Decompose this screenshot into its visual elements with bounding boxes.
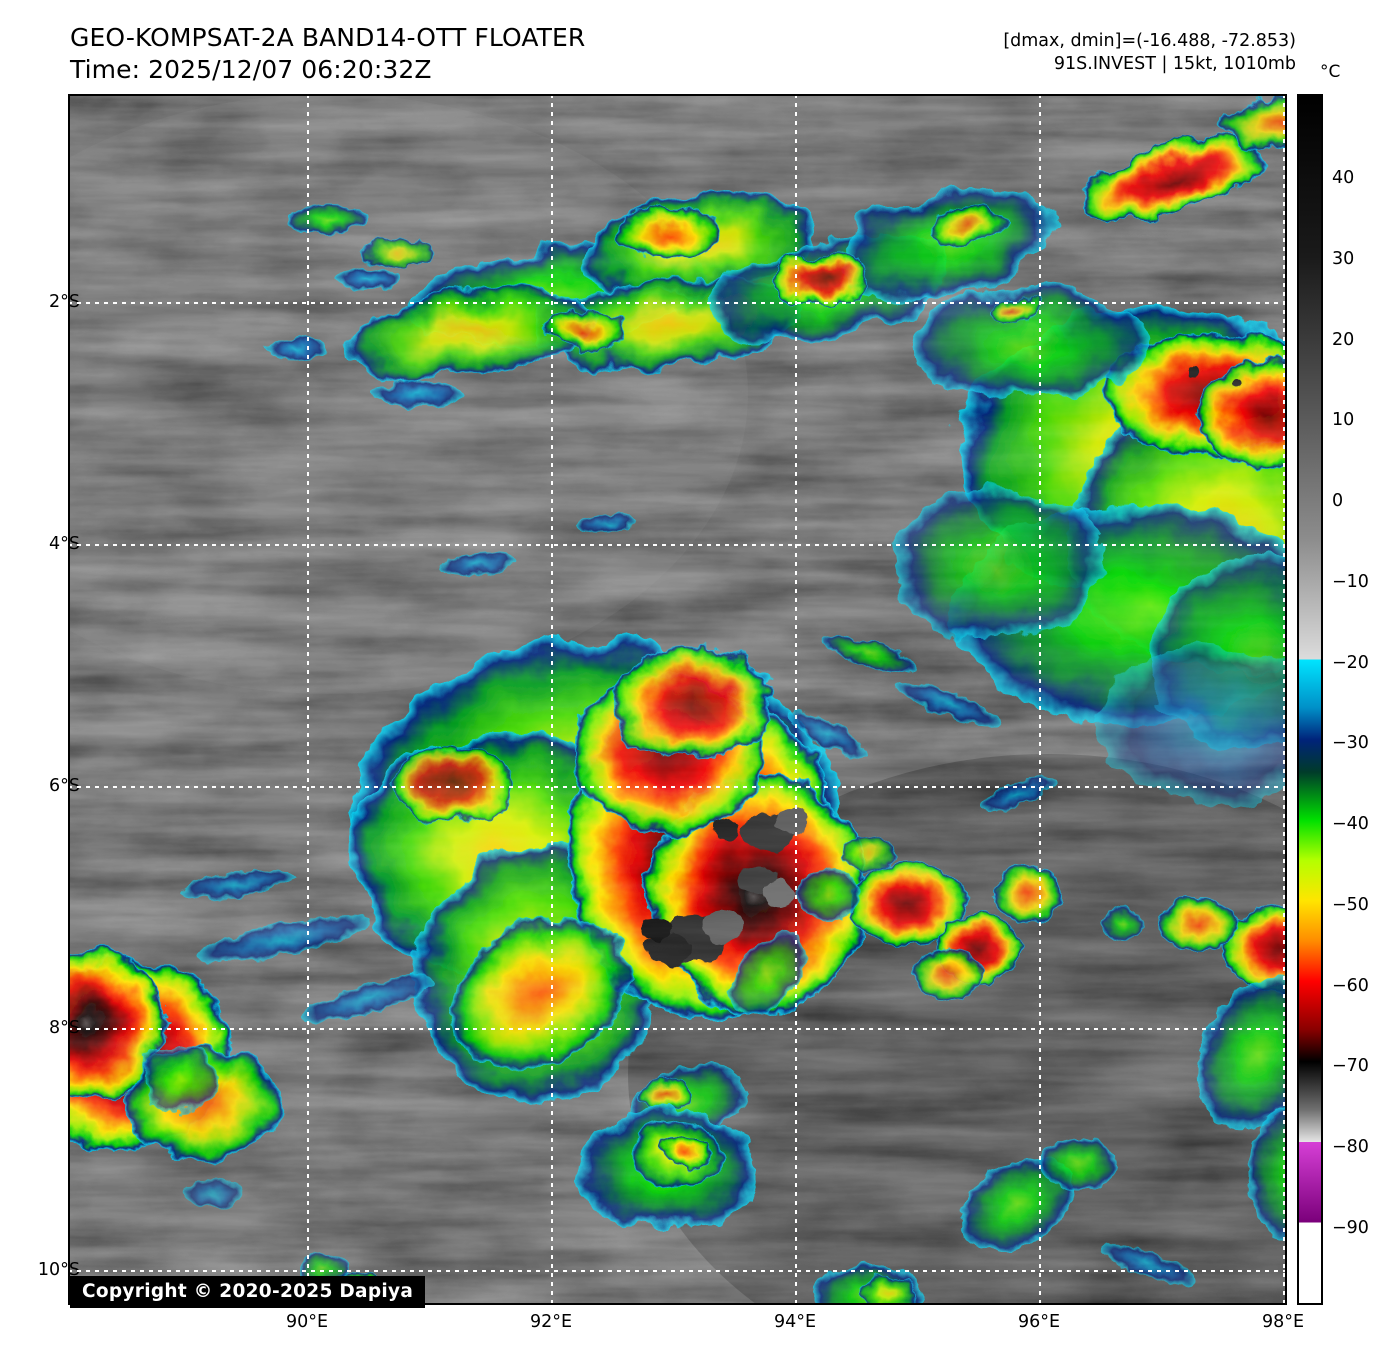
dmax-dmin-readout: [dmax, dmin]=(-16.488, -72.853) bbox=[1003, 31, 1296, 51]
cbtick-label-10: −60 bbox=[1332, 976, 1369, 996]
cbtick-label-13: −90 bbox=[1332, 1218, 1369, 1238]
xtick-label-4: 98°E bbox=[1261, 1312, 1305, 1332]
cbtick-label-4: 0 bbox=[1332, 491, 1344, 511]
cbtick-label-6: −20 bbox=[1332, 653, 1369, 673]
product-title: GEO-KOMPSAT-2A BAND14-OTT FLOATER bbox=[70, 23, 586, 52]
ytick-label-3: 8°S bbox=[49, 1018, 80, 1038]
xtick-label-0: 90°E bbox=[285, 1312, 329, 1332]
infrared-satellite-image bbox=[68, 94, 1287, 1305]
xtick-label-3: 96°E bbox=[1017, 1312, 1061, 1332]
page-title: GEO-KOMPSAT-2A BAND14-OTT FLOATER Time: … bbox=[70, 22, 585, 86]
cbtick-label-11: −70 bbox=[1332, 1056, 1369, 1076]
colorbar-unit-label: °C bbox=[1320, 62, 1341, 82]
storm-info-readout: 91S.INVEST | 15kt, 1010mb bbox=[1053, 54, 1296, 74]
cbtick-label-0: 40 bbox=[1332, 168, 1355, 188]
ytick-label-1: 4°S bbox=[49, 534, 80, 554]
xtick-label-2: 94°E bbox=[773, 1312, 817, 1332]
metadata-block: [dmax, dmin]=(-16.488, -72.853) 91S.INVE… bbox=[1003, 30, 1296, 76]
xtick-label-1: 92°E bbox=[529, 1312, 573, 1332]
satellite-image-plot[interactable] bbox=[68, 94, 1287, 1305]
cbtick-label-2: 20 bbox=[1332, 330, 1355, 350]
cbtick-label-5: −10 bbox=[1332, 572, 1369, 592]
observation-time: Time: 2025/12/07 06:20:32Z bbox=[70, 55, 432, 84]
cbtick-label-12: −80 bbox=[1332, 1137, 1369, 1157]
cbtick-label-1: 30 bbox=[1332, 249, 1355, 269]
ytick-label-2: 6°S bbox=[49, 776, 80, 796]
temperature-colorbar[interactable] bbox=[1297, 94, 1323, 1305]
cbtick-label-7: −30 bbox=[1332, 733, 1369, 753]
cbtick-label-8: −40 bbox=[1332, 814, 1369, 834]
copyright-banner: Copyright © 2020-2025 Dapiya bbox=[70, 1276, 426, 1308]
ytick-label-0: 2°S bbox=[49, 292, 80, 312]
cbtick-label-3: 10 bbox=[1332, 410, 1355, 430]
cbtick-label-9: −50 bbox=[1332, 895, 1369, 915]
colorbar-gradient bbox=[1299, 96, 1321, 1303]
